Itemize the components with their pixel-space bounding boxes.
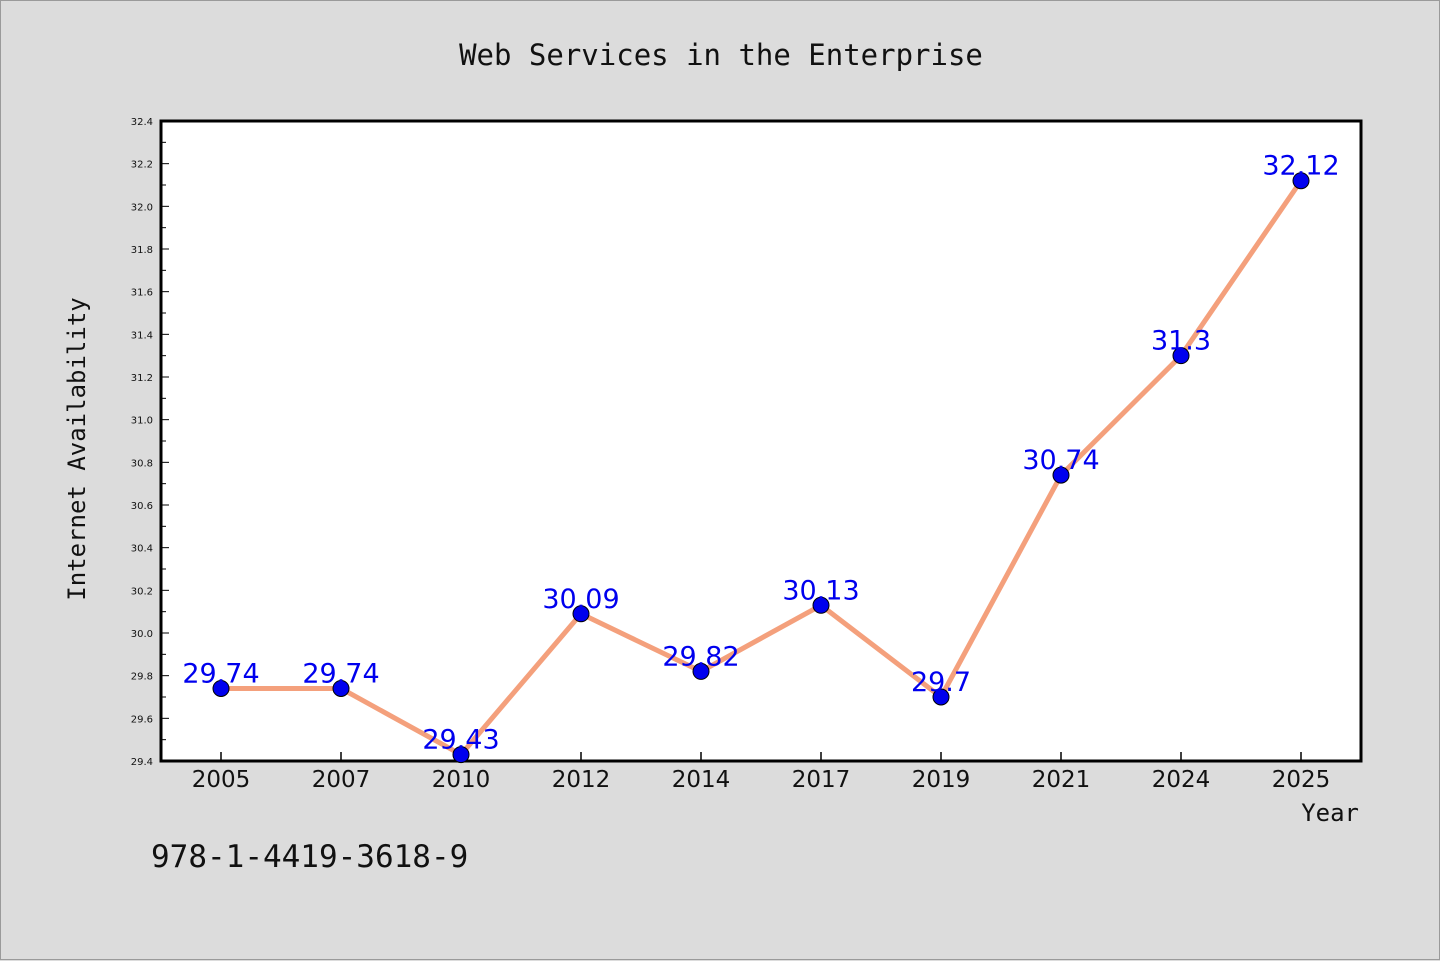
data-series (212, 172, 1310, 764)
isbn-text: 978-1-4419-3618-9 (151, 839, 468, 875)
data-point (332, 679, 350, 697)
y-tick-label: 32.2 (131, 160, 153, 171)
x-tick-label: 2024 (1152, 767, 1211, 793)
data-point (1292, 172, 1310, 190)
plot-area (159, 119, 1363, 763)
series-line (218, 178, 1304, 758)
y-tick-label: 29.4 (131, 757, 153, 768)
x-tick-label: 2014 (672, 767, 731, 793)
y-tick-label: 31.8 (131, 245, 153, 256)
y-axis-label: Internet Availability (63, 297, 91, 600)
x-tick-label: 2012 (552, 767, 611, 793)
x-axis: 2005 2007 2010 2012 2014 2017 2019 2021 2024 2025 (192, 752, 1331, 793)
data-label: 30.13 (782, 575, 859, 606)
data-label: 29.82 (662, 641, 739, 672)
chart-title: Web Services in the Enterprise (459, 38, 983, 72)
y-axis: 29.4 29.6 29.8 30.0 30.2 30.4 30.6 30.8 31.0 31.2… (131, 117, 169, 768)
y-tick-label: 30.0 (131, 629, 153, 640)
x-tick-label: 2005 (192, 767, 251, 793)
y-tick-label: 31.2 (131, 373, 153, 384)
data-label: 30.09 (542, 584, 619, 615)
y-tick-label: 30.6 (131, 501, 153, 512)
x-tick-label: 2010 (432, 767, 491, 793)
y-tick-label: 32.0 (131, 202, 153, 213)
data-point (1052, 466, 1070, 484)
y-tick-label: 30.2 (131, 586, 153, 597)
data-label: 29.7 (911, 667, 971, 698)
x-tick-label: 2025 (1272, 767, 1331, 793)
data-label: 29.74 (302, 658, 379, 689)
y-tick-label: 31.0 (131, 416, 153, 427)
data-point (452, 746, 470, 764)
y-tick-label: 29.6 (131, 714, 153, 725)
data-point (572, 605, 590, 623)
data-label: 31.3 (1151, 326, 1211, 357)
data-label: 29.43 (422, 725, 499, 756)
y-tick-label: 31.6 (131, 288, 153, 299)
x-tick-label: 2017 (792, 767, 851, 793)
x-tick-label: 2019 (912, 767, 971, 793)
data-point (212, 679, 230, 697)
y-tick-label: 30.4 (131, 544, 153, 555)
data-point (692, 662, 710, 680)
data-point (932, 688, 950, 706)
y-tick-label: 30.8 (131, 458, 153, 469)
y-tick-label: 32.4 (131, 117, 153, 128)
x-axis-label: Year (1301, 799, 1359, 827)
y-tick-label: 31.4 (131, 330, 153, 341)
data-point (812, 596, 830, 614)
data-label: 29.74 (182, 658, 259, 689)
x-tick-label: 2007 (312, 767, 371, 793)
y-tick-label: 29.8 (131, 672, 153, 683)
x-tick-label: 2021 (1032, 767, 1091, 793)
data-label: 32.12 (1262, 151, 1339, 182)
data-labels: 29.74 29.74 29.43 30.09 29.82 30.13 29.7 30.74 3… (182, 151, 1339, 756)
data-point (1172, 347, 1190, 365)
data-label: 30.74 (1022, 445, 1099, 476)
